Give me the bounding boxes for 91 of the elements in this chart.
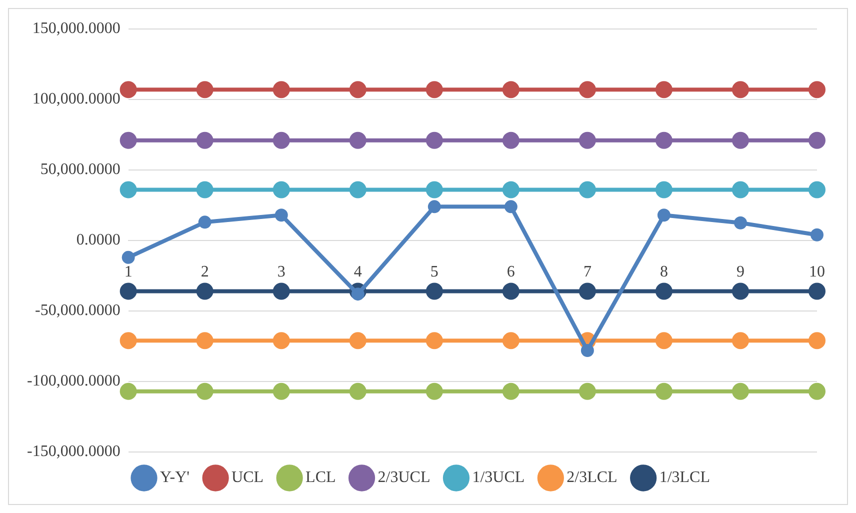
legend-label: 1/3UCL [472,469,525,486]
point [426,332,443,350]
point [808,332,826,350]
legend-label: LCL [306,469,336,486]
x-tick-label: 6 [506,263,515,280]
point [120,132,137,149]
point [428,200,441,214]
point [504,200,518,214]
point [120,282,137,300]
point [196,132,214,149]
point [196,181,214,198]
point [808,81,826,98]
point [502,181,520,198]
legend-label: 1/3LCL [659,469,710,486]
x-tick-label: 8 [660,263,668,280]
y-tick-label: 50,000.0000 [40,161,120,178]
point [732,332,749,350]
x-tick-label: 5 [430,263,438,280]
point [196,282,214,300]
point [272,132,290,149]
point [655,181,672,198]
point [426,81,443,98]
point [732,81,749,98]
point [349,132,366,149]
point [122,250,135,264]
point [580,344,594,357]
point [732,132,749,149]
y-tick-label: 150,000.0000 [32,20,120,38]
point [120,81,137,98]
point [349,382,366,400]
point [426,132,443,149]
x-tick-label: 3 [277,263,286,280]
x-tick-label: 1 [124,263,132,280]
point [578,81,596,98]
point [808,181,826,198]
legend-label: UCL [232,469,264,486]
point [426,181,443,198]
point [502,132,520,149]
point [426,382,443,400]
point [502,332,520,350]
point [272,282,290,300]
legend-label: 2/3LCL [566,469,618,486]
point [732,382,749,400]
point [578,132,596,149]
y-tick-label: -100,000.0000 [27,372,120,390]
point [272,81,290,98]
point [808,132,826,149]
point [120,332,137,350]
point [810,228,824,242]
point [578,282,596,300]
x-tick-label: 7 [583,263,592,280]
x-tick-label: 2 [200,263,209,280]
y-tick-label: 0.0000 [76,232,120,249]
point [732,181,749,198]
point [349,332,366,350]
point [196,332,214,350]
point [196,382,214,400]
point [272,181,290,198]
point [274,208,288,222]
x-tick-label: 10 [809,263,825,280]
point [502,81,520,98]
point [655,132,672,149]
point [349,81,366,98]
point [655,382,672,400]
point [808,382,826,400]
point [120,382,137,400]
point [120,181,137,198]
legend-label: 2/3UCL [378,469,430,486]
point [655,282,672,300]
point [426,282,443,300]
point [272,332,290,350]
point [655,332,672,350]
y-tick-label: -150,000.0000 [27,443,120,460]
point [578,382,596,400]
point [655,81,672,98]
point [734,216,747,230]
point [502,382,520,400]
point [808,282,826,300]
point [502,282,520,300]
x-tick-label: 4 [354,263,362,280]
legend-label: Y-Y' [160,469,190,486]
point [732,282,749,300]
x-tick-label: 9 [736,263,744,280]
point [272,382,290,400]
point [657,208,670,222]
y-tick-label: -50,000.0000 [35,302,120,320]
y-tick-label: 100,000.0000 [32,90,120,108]
point [198,216,212,229]
point [196,81,214,98]
point [349,181,366,198]
point [578,181,596,198]
